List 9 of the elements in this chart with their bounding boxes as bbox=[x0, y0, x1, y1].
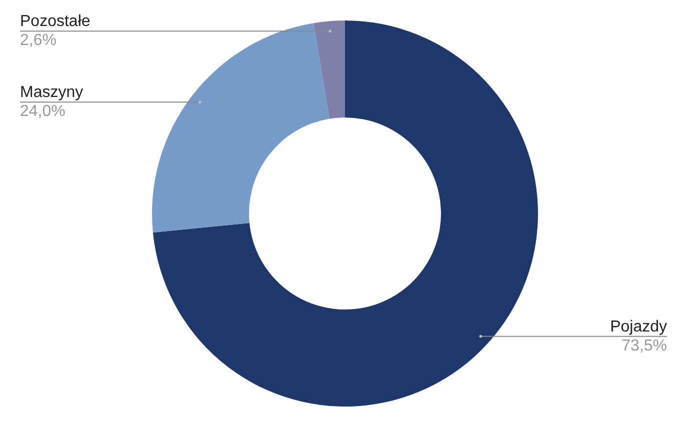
data-label: 2,6% bbox=[20, 32, 56, 50]
donut-slice bbox=[152, 23, 330, 233]
data-label: 24,0% bbox=[20, 103, 66, 120]
donut-slice bbox=[152, 20, 538, 406]
slice-label: Pozostałe bbox=[20, 13, 90, 30]
data-label: 73,5% bbox=[622, 337, 667, 354]
donut-slice bbox=[314, 20, 345, 119]
slice-label: Maszyny bbox=[20, 84, 84, 102]
slice-label: Pojazdy bbox=[610, 318, 667, 336]
